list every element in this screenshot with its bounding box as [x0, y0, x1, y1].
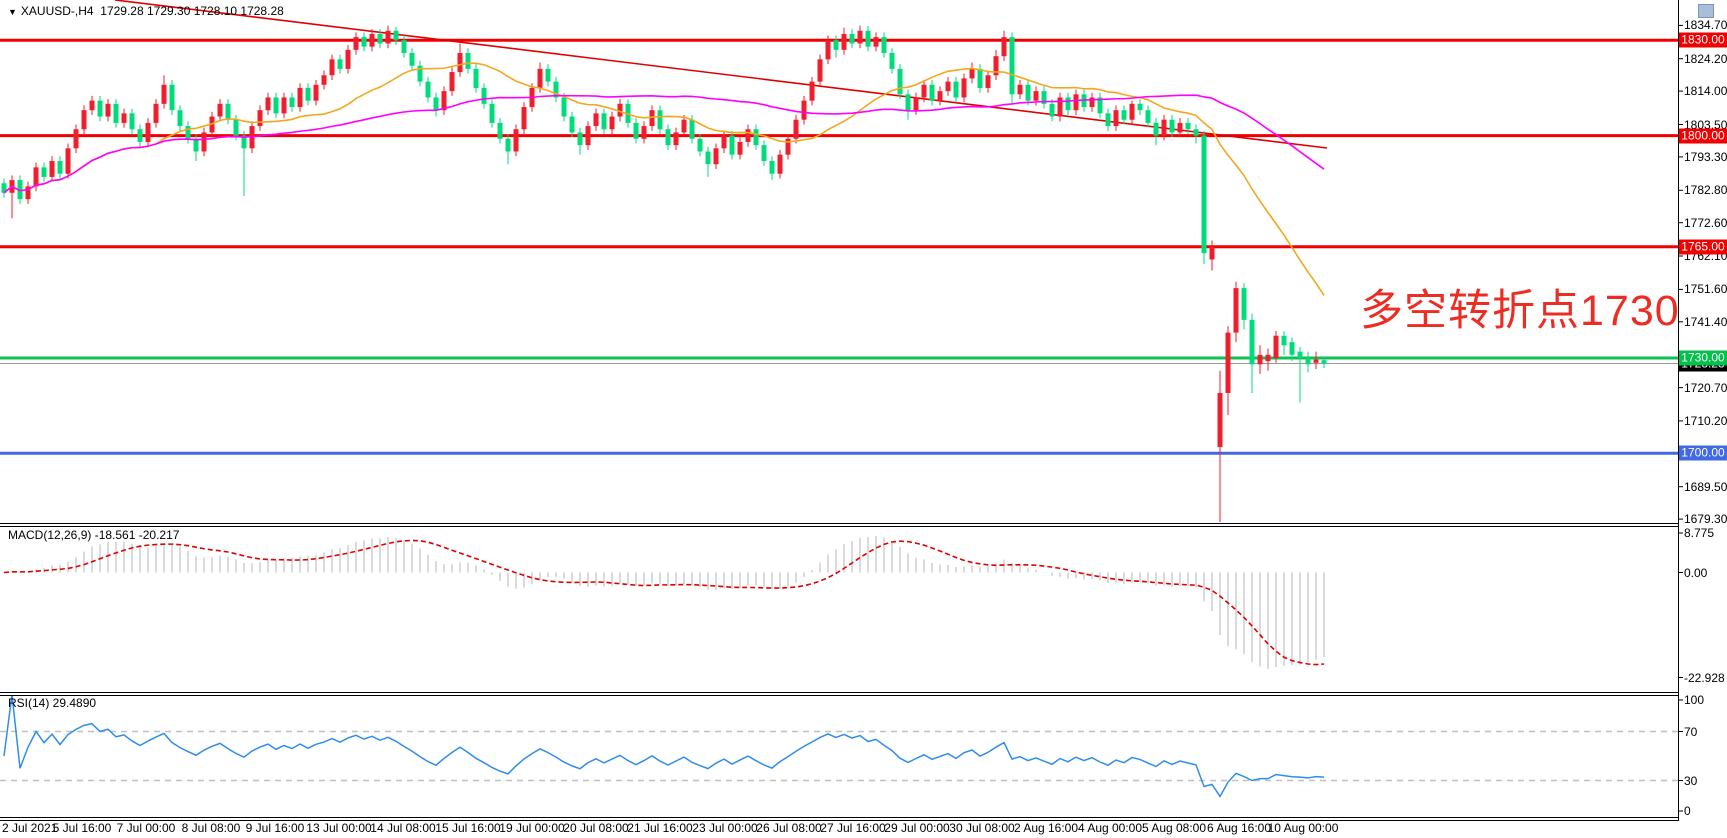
time-axis-label: 9 Jul 16:00: [245, 821, 305, 835]
time-axis-label: 13 Jul 00:00: [306, 821, 372, 835]
time-axis-label: 21 Jul 16:00: [627, 821, 693, 835]
rsi-indicator-label: RSI(14) 29.4890: [8, 696, 97, 710]
rsi-axis-label: 70: [1684, 724, 1698, 739]
time-axis-label: 8 Jul 08:00: [181, 821, 241, 835]
price-tick-label: 1720.70: [1684, 380, 1727, 395]
price-tick-label: 1834.70: [1684, 18, 1727, 33]
price-tick-label: 1751.60: [1684, 282, 1727, 297]
rsi-axis-label: 30: [1684, 773, 1698, 788]
time-axis-label: 29 Jul 00:00: [884, 821, 950, 835]
time-axis-label: 5 Aug 08:00: [1141, 821, 1207, 835]
time-axis-label: 7 Jul 00:00: [116, 821, 176, 835]
ohlc-values: 1729.28 1729.30 1728.10 1728.28: [100, 4, 284, 18]
price-badge-1830.00: 1830.00: [1679, 32, 1727, 48]
time-axis-label: 30 Jul 08:00: [949, 821, 1015, 835]
price-tick-label: 1772.60: [1684, 215, 1727, 230]
rsi-line: [3, 696, 1325, 798]
time-axis-label: 2 Aug 16:00: [1013, 821, 1079, 835]
price-tick-label: 1814.00: [1684, 84, 1727, 99]
price-badge-1700.00: 1700.00: [1679, 445, 1727, 461]
time-axis-label: 27 Jul 16:00: [820, 821, 886, 835]
ma-55-line: [3, 94, 1325, 194]
time-axis-label: 6 Aug 16:00: [1206, 821, 1272, 835]
price-tick-label: 1689.50: [1684, 479, 1727, 494]
turning-point-annotation: 多空转折点1730: [1360, 287, 1680, 335]
time-axis-label: 10 Aug 00:00: [1267, 821, 1339, 835]
ma-20-line: [3, 62, 1325, 296]
rsi-axis-label: 100: [1684, 693, 1705, 707]
symbol-dropdown-icon: ▼: [8, 7, 17, 17]
price-badge-1765.00: 1765.00: [1679, 239, 1727, 255]
macd-axis-label: 0.00: [1684, 565, 1708, 580]
price-badge-1730.00: 1730.00: [1679, 350, 1727, 366]
price-tick-label: 1824.20: [1684, 51, 1727, 66]
macd-panel: [3, 536, 1325, 669]
time-axis-label: 26 Jul 08:00: [756, 821, 822, 835]
time-axis-label: 2 Jul 2021: [2, 821, 58, 835]
time-axis-label: 23 Jul 00:00: [692, 821, 758, 835]
rsi-axis-label: 0: [1684, 804, 1691, 818]
macd-axis-label: -22.928: [1684, 670, 1725, 685]
macd-axis-label: 8.775: [1684, 526, 1715, 540]
price-tick-label: 1679.30: [1684, 512, 1727, 527]
symbol-timeframe-label: XAUUSD-,H4: [20, 4, 94, 18]
price-tick-label: 1710.20: [1684, 413, 1727, 428]
time-axis-label: 14 Jul 08:00: [370, 821, 436, 835]
rsi-panel: [0, 696, 1678, 798]
main-price-panel: [0, 0, 1678, 522]
time-axis-label: 20 Jul 08:00: [563, 821, 629, 835]
price-tick-label: 1741.40: [1684, 314, 1727, 329]
time-axis-label: 5 Jul 16:00: [52, 821, 112, 835]
macd-signal-line: [3, 539, 1325, 666]
time-axis-label: 15 Jul 16:00: [435, 821, 501, 835]
price-badge-1800.00: 1800.00: [1679, 128, 1727, 144]
price-tick-label: 1803.50: [1684, 117, 1727, 132]
descending-trendline: [114, 0, 1328, 149]
chart-title: ▼ XAUUSD-,H4 1729.28 1729.30 1728.10 1728…: [8, 4, 284, 18]
time-axis-label: 19 Jul 00:00: [499, 821, 565, 835]
chart-corner-icon[interactable]: [1698, 4, 1714, 18]
price-tick-label: 1782.80: [1684, 183, 1727, 198]
time-axis-label: 4 Aug 00:00: [1077, 821, 1143, 835]
macd-indicator-label: MACD(12,26,9) -18.561 -20.217: [8, 528, 180, 542]
price-tick-label: 1793.30: [1684, 149, 1727, 164]
